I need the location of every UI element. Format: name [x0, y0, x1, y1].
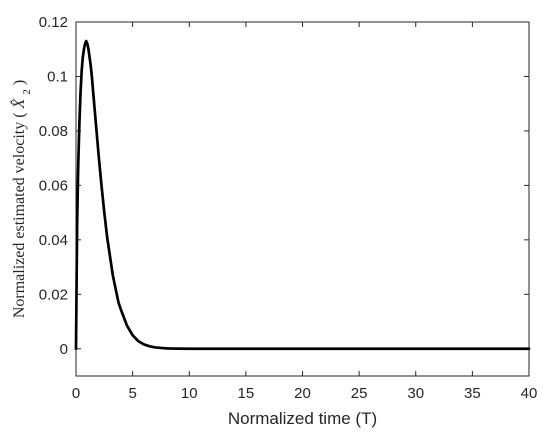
y-tick-label: 0 [60, 341, 68, 358]
x-tick-label: 10 [181, 385, 198, 402]
series-line [74, 39, 531, 351]
x-tick-label: 0 [72, 385, 80, 402]
y-axis-title-symbol: X̂ [9, 97, 28, 109]
y-tick-label: 0.08 [39, 123, 68, 140]
y-axis-title-open: ( [11, 112, 28, 117]
y-tick-label: 0.04 [39, 232, 68, 249]
x-tick-label: 15 [238, 385, 255, 402]
x-tick-label: 35 [464, 385, 481, 402]
y-tick-label: 0.06 [39, 177, 68, 194]
y-axis-title-prefix: Normalized estimated velocity [11, 122, 28, 318]
y-tick-label: 0.02 [39, 286, 68, 303]
y-axis-title: Normalized estimated velocity ( X̂ 2 ) [9, 80, 33, 318]
tick-group: 0 5 10 15 20 25 30 35 40 0 0.02 0.04 0.06 0.08 0.1 0.12 [39, 14, 538, 402]
x-tick-label: 30 [407, 385, 424, 402]
x-tick-label: 40 [521, 385, 538, 402]
x-tick-label: 20 [294, 385, 311, 402]
x-tick-label: 5 [128, 385, 136, 402]
y-tick-label: 0.12 [39, 14, 68, 31]
y-tick-label: 0.1 [47, 68, 68, 85]
y-axis-title-close: ) [11, 80, 28, 85]
y-axis-title-subscript: 2 [21, 89, 33, 95]
plot-area [75, 21, 530, 377]
x-axis-title: Normalized time (T) [228, 409, 377, 428]
x-tick-label: 25 [351, 385, 368, 402]
y-axis-title-text: Normalized estimated velocity ( X̂ 2 ) [9, 80, 33, 318]
